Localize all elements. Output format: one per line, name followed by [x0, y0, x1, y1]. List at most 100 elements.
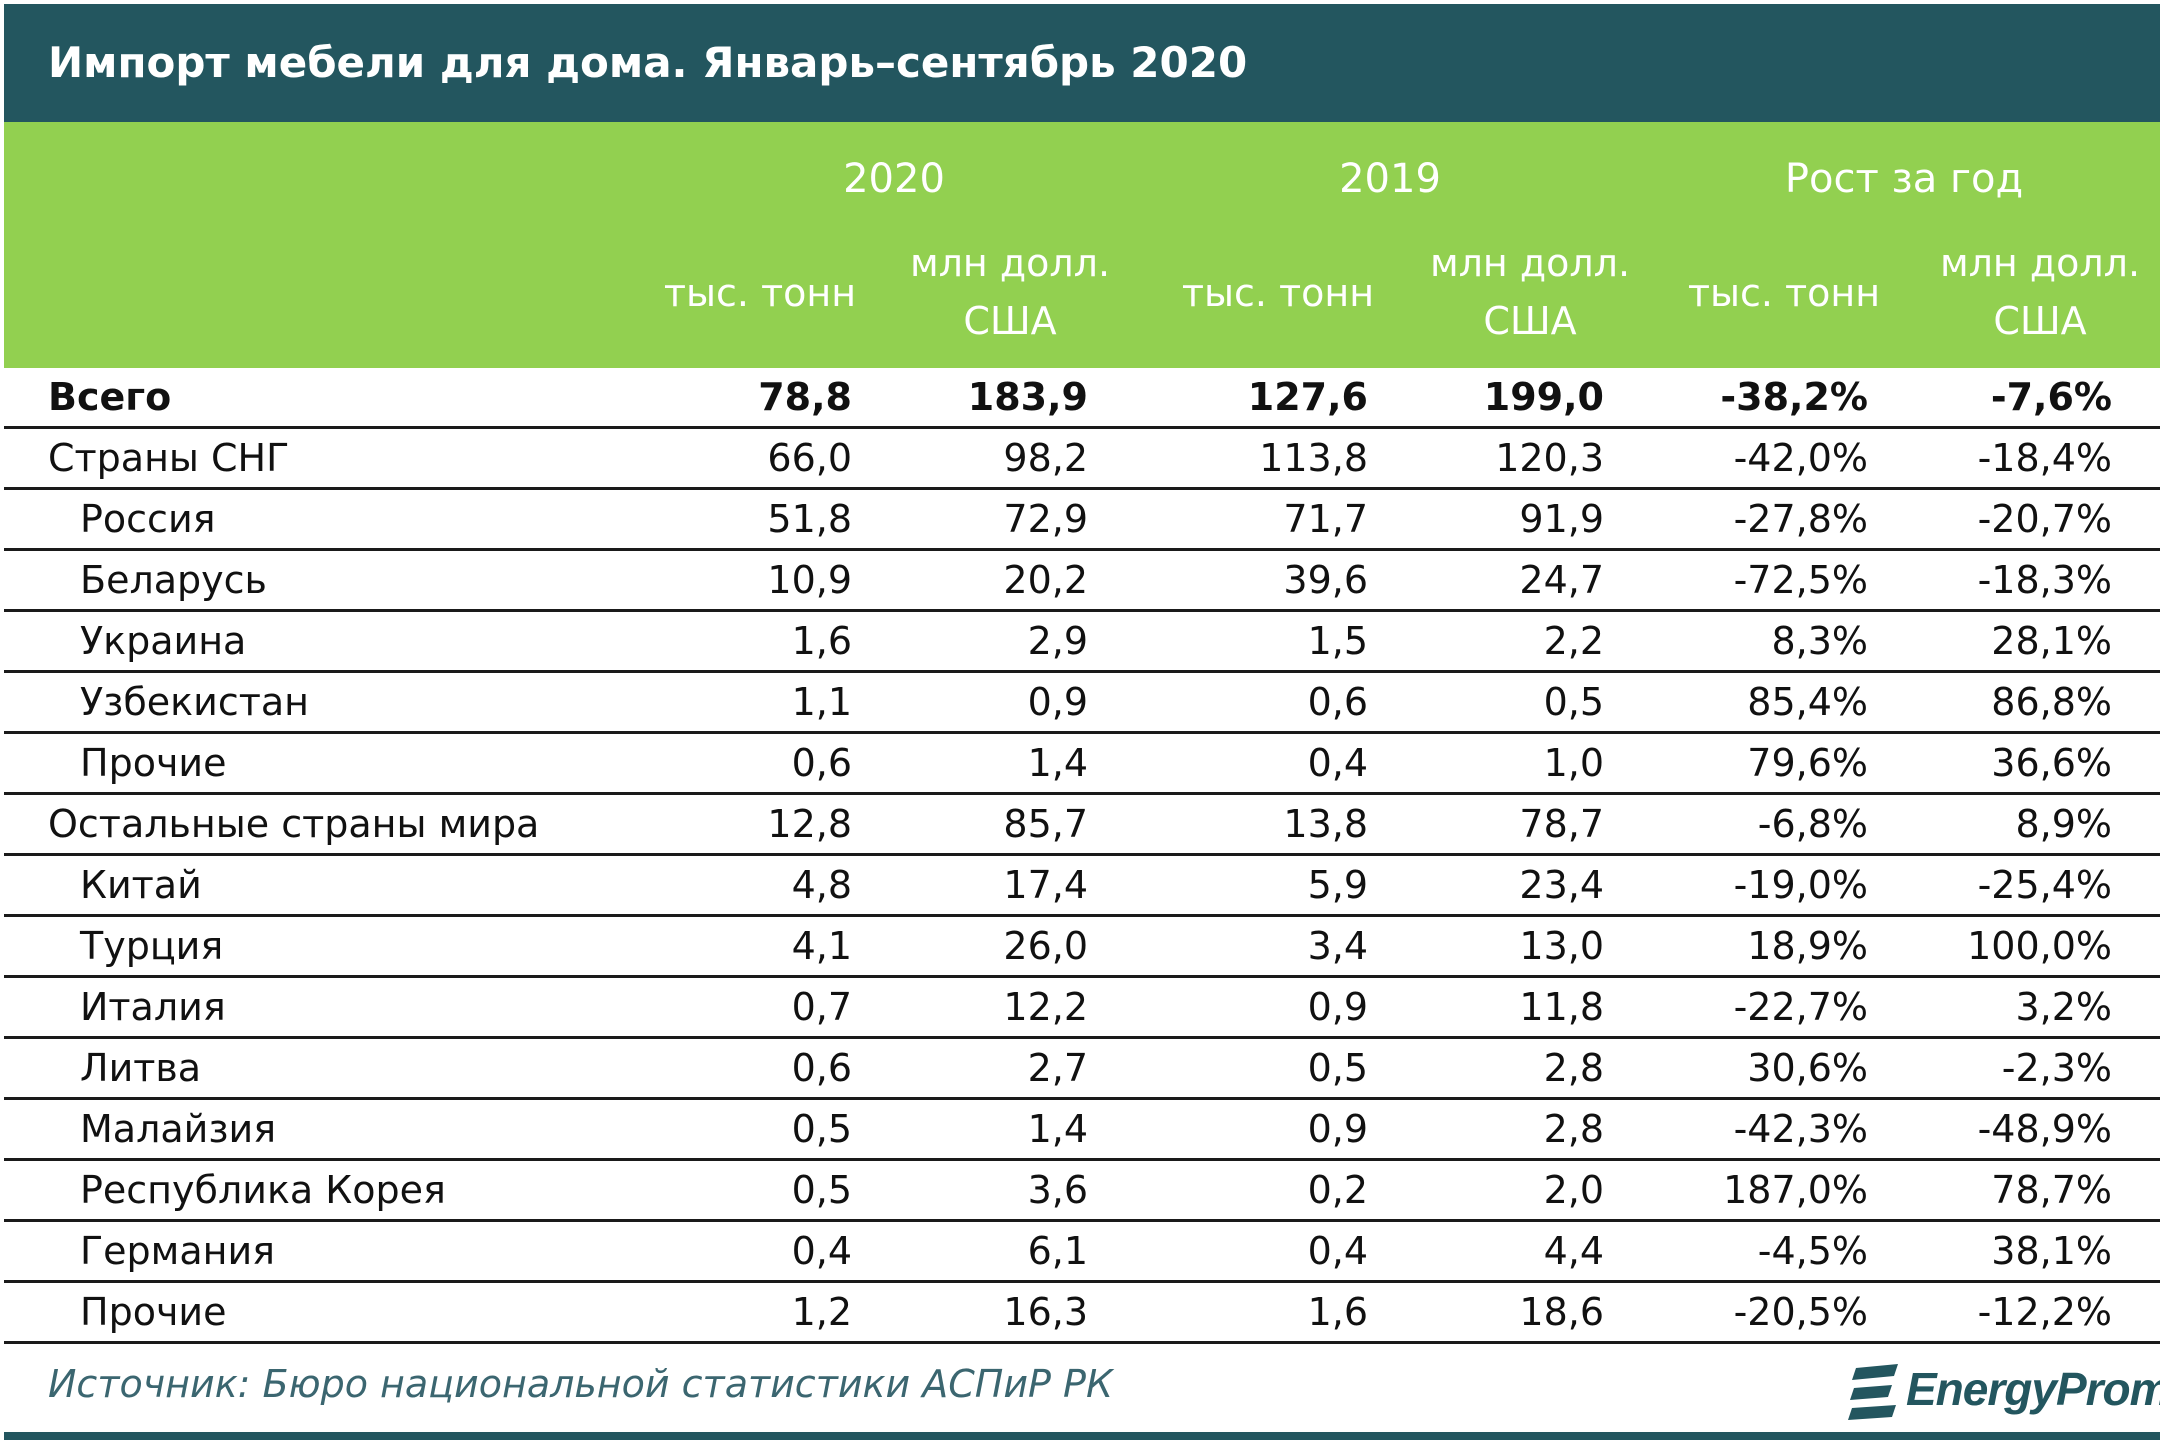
cell-value: 12,8	[644, 793, 852, 856]
cell-value: 2,2	[1368, 610, 1604, 673]
row-label: Литва	[4, 1037, 644, 1100]
cell-value: -2,3%	[1868, 1037, 2112, 1100]
logo-text: EnergyProm	[1906, 1363, 2160, 1415]
row-padding	[2112, 427, 2160, 490]
row-label: Россия	[4, 488, 644, 551]
table-row: Узбекистан 1,1 0,9 0,6 0,5 85,4% 86,8%	[4, 671, 2160, 734]
table-row: Республика Корея 0,5 3,6 0,2 2,0 187,0% 78,7%	[4, 1159, 2160, 1222]
cell-value: 1,4	[852, 1098, 1088, 1161]
table-row: Италия 0,7 12,2 0,9 11,8 -22,7% 3,2%	[4, 976, 2160, 1039]
row-label: Прочие	[4, 732, 644, 795]
row-label: Украина	[4, 610, 644, 673]
row-label: Страны СНГ	[4, 427, 644, 490]
cell-value: -42,3%	[1604, 1098, 1868, 1161]
header-unit-tonnes-growth: тыс. тонн	[1687, 271, 1881, 315]
cell-value: 20,2	[852, 549, 1088, 612]
header-unit-usd-growth-line: млн долл.	[1939, 241, 2141, 285]
table-title: Импорт мебели для дома. Январь–сентябрь …	[4, 4, 2160, 122]
row-label: Турция	[4, 915, 644, 978]
cell-value: 0,5	[644, 1159, 852, 1222]
cell-value: 51,8	[644, 488, 852, 551]
cell-value: 0,5	[1368, 671, 1604, 734]
row-padding	[2112, 854, 2160, 917]
cell-value: 17,4	[852, 854, 1088, 917]
cell-value: 183,9	[852, 368, 1088, 429]
table-row: Малайзия 0,5 1,4 0,9 2,8 -42,3% -48,9%	[4, 1098, 2160, 1161]
cell-value: 66,0	[644, 427, 852, 490]
table-row: Всего 78,8 183,9 127,6 199,0 -38,2% -7,6%	[4, 368, 2160, 429]
row-label: Беларусь	[4, 549, 644, 612]
cell-value: 0,4	[1088, 1220, 1368, 1283]
row-padding	[2112, 976, 2160, 1039]
energyprom-logo: EnergyProm	[1846, 1358, 2160, 1428]
cell-value: 113,8	[1088, 427, 1368, 490]
cell-value: 0,9	[1088, 976, 1368, 1039]
header-unit-usd-growth-line2: США	[1993, 299, 2087, 343]
table-row: Турция 4,1 26,0 3,4 13,0 18,9% 100,0%	[4, 915, 2160, 978]
cell-value: 13,0	[1368, 915, 1604, 978]
bottom-rule	[4, 1432, 2160, 1440]
cell-value: 39,6	[1088, 549, 1368, 612]
table-row: Беларусь 10,9 20,2 39,6 24,7 -72,5% -18,3%	[4, 549, 2160, 612]
energyprom-logo-icon	[1848, 1364, 1898, 1420]
row-label: Прочие	[4, 1281, 644, 1344]
row-padding	[2112, 549, 2160, 612]
cell-value: 0,2	[1088, 1159, 1368, 1222]
cell-value: 4,8	[644, 854, 852, 917]
header-unit-usd-2019: млн долл. США	[1410, 234, 1650, 350]
cell-value: 85,4%	[1604, 671, 1868, 734]
cell-value: 3,6	[852, 1159, 1088, 1222]
cell-value: -6,8%	[1604, 793, 1868, 856]
header-unit-usd-2020-line: млн долл.	[909, 241, 1111, 285]
cell-value: 6,1	[852, 1220, 1088, 1283]
cell-value: 1,0	[1368, 732, 1604, 795]
cell-value: 3,4	[1088, 915, 1368, 978]
row-label: Узбекистан	[4, 671, 644, 734]
cell-value: -42,0%	[1604, 427, 1868, 490]
row-padding	[2112, 793, 2160, 856]
table-row: Литва 0,6 2,7 0,5 2,8 30,6% -2,3%	[4, 1037, 2160, 1100]
table-row: Россия 51,8 72,9 71,7 91,9 -27,8% -20,7%	[4, 488, 2160, 551]
table-row: Остальные страны мира 12,8 85,7 13,8 78,7 -6,…	[4, 793, 2160, 856]
cell-value: 10,9	[644, 549, 852, 612]
cell-value: 28,1%	[1868, 610, 2112, 673]
cell-value: 0,6	[644, 1037, 852, 1100]
cell-value: 72,9	[852, 488, 1088, 551]
header-unit-tonnes-2020: тыс. тонн	[663, 271, 857, 315]
table-row: Прочие 1,2 16,3 1,6 18,6 -20,5% -12,2%	[4, 1281, 2160, 1344]
cell-value: 78,8	[644, 368, 852, 429]
cell-value: 2,8	[1368, 1037, 1604, 1100]
cell-value: 4,1	[644, 915, 852, 978]
row-padding	[2112, 1220, 2160, 1283]
cell-value: 127,6	[1088, 368, 1368, 429]
cell-value: -27,8%	[1604, 488, 1868, 551]
row-padding	[2112, 1281, 2160, 1344]
cell-value: -22,7%	[1604, 976, 1868, 1039]
cell-value: 16,3	[852, 1281, 1088, 1344]
cell-value: -19,0%	[1604, 854, 1868, 917]
row-label: Остальные страны мира	[4, 793, 644, 856]
cell-value: 30,6%	[1604, 1037, 1868, 1100]
cell-value: 5,9	[1088, 854, 1368, 917]
cell-value: 86,8%	[1868, 671, 2112, 734]
cell-value: -18,3%	[1868, 549, 2112, 612]
cell-value: -20,5%	[1604, 1281, 1868, 1344]
table-header: 2020 2019 Рост за год тыс. тонн млн долл…	[4, 122, 2160, 368]
cell-value: 13,8	[1088, 793, 1368, 856]
cell-value: 0,9	[1088, 1098, 1368, 1161]
cell-value: 71,7	[1088, 488, 1368, 551]
cell-value: 1,2	[644, 1281, 852, 1344]
cell-value: 78,7%	[1868, 1159, 2112, 1222]
header-growth: Рост за год	[1784, 156, 2024, 202]
table-row: Украина 1,6 2,9 1,5 2,2 8,3% 28,1%	[4, 610, 2160, 673]
cell-value: -48,9%	[1868, 1098, 2112, 1161]
source-note: Источник: Бюро национальной статистики А…	[48, 1362, 1113, 1406]
table-body: Всего 78,8 183,9 127,6 199,0 -38,2% -7,6% Стран…	[4, 368, 2160, 1344]
cell-value: -72,5%	[1604, 549, 1868, 612]
cell-value: 0,5	[1088, 1037, 1368, 1100]
cell-value: 91,9	[1368, 488, 1604, 551]
cell-value: 23,4	[1368, 854, 1604, 917]
row-padding	[2112, 368, 2160, 429]
table-row: Германия 0,4 6,1 0,4 4,4 -4,5% 38,1%	[4, 1220, 2160, 1283]
table-row: Страны СНГ 66,0 98,2 113,8 120,3 -42,0% -18,4%	[4, 427, 2160, 490]
